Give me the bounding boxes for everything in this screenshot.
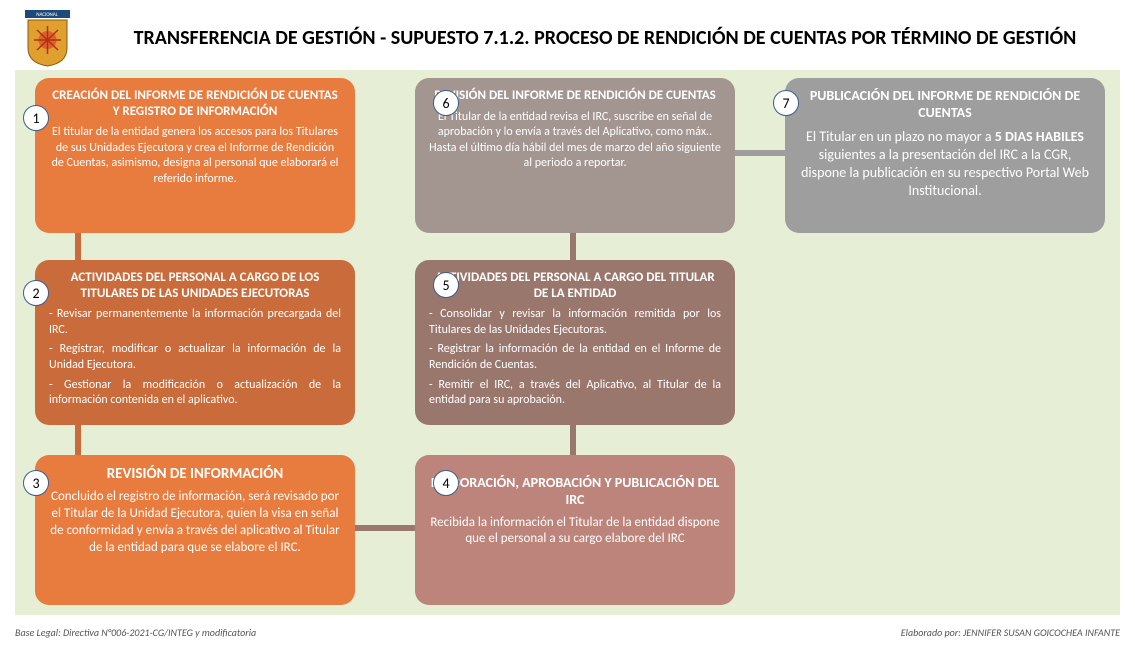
node-1-title: CREACIÓN DEL INFORME DE RENDICIÓN DE CUE… [49, 88, 341, 119]
badge-2: 2 [23, 280, 49, 306]
node-7: PUBLICACIÓN DEL INFORME DE RENDICIÓN DE … [785, 78, 1105, 233]
node-3: REVISIÓN DE INFORMACIÓN Concluido el reg… [35, 455, 355, 605]
badge-5: 5 [433, 272, 459, 298]
node-1-body: El titular de la entidad genera los acce… [49, 125, 341, 187]
badge-4: 4 [433, 470, 459, 496]
node-3-title: REVISIÓN DE INFORMACIÓN [49, 465, 341, 483]
node-1: CREACIÓN DEL INFORME DE RENDICIÓN DE CUE… [35, 78, 355, 233]
badge-3: 3 [23, 470, 49, 496]
page-title: TRANSFERENCIA DE GESTIÓN - SUPUESTO 7.1.… [95, 26, 1115, 50]
node-5-title: ACTIVIDADES DEL PERSONAL A CARGO DEL TIT… [429, 270, 721, 301]
institutional-logo: NACIONAL [20, 8, 75, 68]
footer-legal: Base Legal: Directiva N°006-2021-CG/INTE… [15, 626, 256, 639]
node-2-body: - Revisar permanentemente la información… [49, 307, 341, 409]
badge-6: 6 [433, 90, 459, 116]
connector-6-7 [730, 150, 790, 156]
badge-1: 1 [23, 105, 49, 131]
node-7-body: El Titular en un plazo no mayor a 5 DIAS… [799, 128, 1091, 201]
flow-canvas: CREACIÓN DEL INFORME DE RENDICIÓN DE CUE… [15, 70, 1120, 615]
node-4-title: ELABORACIÓN, APROBACIÓN Y PUBLICACIÓN DE… [429, 475, 721, 509]
node-4: ELABORACIÓN, APROBACIÓN Y PUBLICACIÓN DE… [415, 455, 735, 605]
header: NACIONAL TRANSFERENCIA DE GESTIÓN - SUPU… [0, 0, 1135, 70]
connector-2-3 [75, 420, 81, 460]
node-7-title: PUBLICACIÓN DEL INFORME DE RENDICIÓN DE … [799, 88, 1091, 122]
node-6-title: REVISIÓN DEL INFORME DE RENDICIÓN DE CUE… [429, 88, 721, 104]
node-5-body: - Consolidar y revisar la información re… [429, 307, 721, 409]
node-2-title: ACTIVIDADES DEL PERSONAL A CARGO DE LOS … [49, 270, 341, 301]
badge-7: 7 [773, 90, 799, 116]
node-6-body: El Titular de la entidad revisa el IRC, … [429, 110, 721, 172]
svg-text:NACIONAL: NACIONAL [36, 12, 58, 18]
node-4-body: Recibida la información el Titular de la… [429, 515, 721, 549]
node-6: REVISIÓN DEL INFORME DE RENDICIÓN DE CUE… [415, 78, 735, 233]
footer-author: Elaborado por: JENNIFER SUSAN GOICOCHEA … [901, 626, 1120, 639]
node-5: ACTIVIDADES DEL PERSONAL A CARGO DEL TIT… [415, 260, 735, 425]
connector-3-4 [350, 525, 420, 531]
node-2: ACTIVIDADES DEL PERSONAL A CARGO DE LOS … [35, 260, 355, 425]
connector-4-5 [570, 420, 576, 460]
node-3-body: Concluido el registro de información, se… [49, 489, 341, 557]
